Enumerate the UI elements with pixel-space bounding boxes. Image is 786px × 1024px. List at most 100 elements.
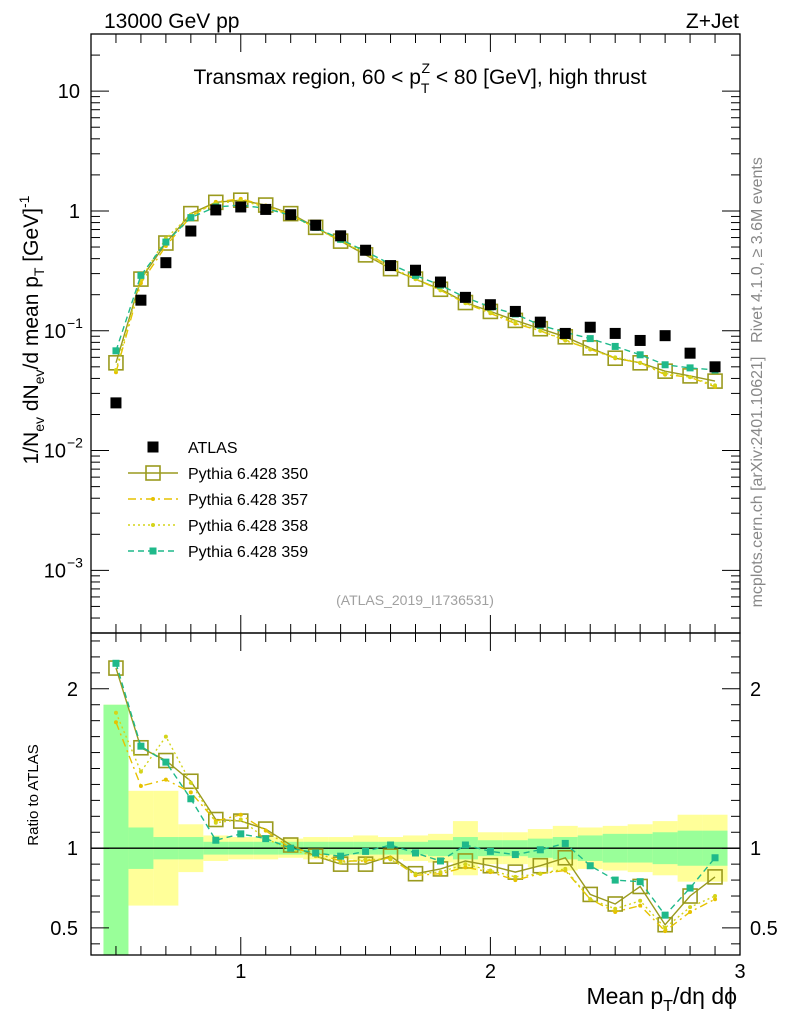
band-green [103,704,129,955]
plot-title: Transmax region, 60 < pTZ < 80 [GeV], hi… [193,60,646,96]
ratio-point-p358 [213,820,218,825]
ratio-point-p358 [638,898,643,903]
series-line-p358 [115,199,716,387]
point-atlas [410,264,421,276]
ratio-point-p358 [238,817,243,822]
ratio-point-p358 [463,862,468,867]
point-p358 [488,310,493,315]
series-line-p357 [115,198,716,388]
ratio-panel: 0.5 0.5 1 1 2 2 1 2 3 [50,632,778,983]
ratio-point-p357 [238,812,243,817]
legend-label: Pythia 6.428 357 [188,492,308,509]
point-atlas [135,294,147,306]
ratio-point-p350 [357,856,374,872]
ratio-point-p350 [307,848,324,864]
ratio-y-tick-label-right: 1 [750,838,761,860]
legend-label: Pythia 6.428 350 [188,466,308,483]
point-atlas [110,397,122,409]
ratio-point-p358 [438,870,443,875]
ratio-point-p358 [113,710,118,715]
x-tick-label: 3 [734,961,745,983]
ratio-point-p358 [688,905,693,910]
point-p350 [108,355,124,371]
ratio-point-p359 [212,836,220,844]
ratio-point-p359 [611,876,619,884]
point-atlas [684,347,696,359]
point-atlas [385,260,397,272]
point-p358 [713,383,718,388]
ratio-point-p359 [312,849,320,857]
point-atlas [285,209,297,221]
point-atlas [310,219,322,231]
main-y-tick-label: 1 [69,201,80,223]
ratio-point-p359 [586,862,594,870]
ratio-y-tick-label: 0.5 [50,918,78,940]
ratio-point-p358 [588,897,593,902]
ratio-line-p350 [115,667,716,926]
main-y-tick-exp: −1 [67,315,83,331]
ratio-point-p359 [412,849,419,857]
ratio-point-p359 [337,852,345,860]
point-p358 [438,288,443,293]
ratio-point-p358 [488,868,493,873]
main-y-tick-label: 10 [44,321,66,343]
ratio-point-p358 [663,925,668,930]
ratio-point-p359 [187,795,195,803]
point-p358 [513,320,518,325]
ratio-point-p350 [158,752,174,769]
ratio-point-p357 [163,777,168,782]
point-atlas [634,334,646,346]
ratio-y-tick-label: 1 [67,838,78,860]
ratio-point-p358 [138,769,143,774]
ratio-point-p350 [707,869,723,885]
ratio-point-p350 [382,848,399,864]
ratio-point-p359 [486,847,494,855]
ratio-point-p358 [538,871,543,876]
point-p350 [607,350,623,367]
ratio-point-p357 [638,903,643,908]
ratio-point-p358 [713,894,718,899]
legend-label: ATLAS [188,440,238,457]
ratio-y-tick-label-right: 0.5 [750,918,778,940]
point-atlas [335,230,347,242]
ratio-point-p359 [686,884,694,892]
legend-marker-p350 [145,465,161,481]
point-p358 [638,360,643,365]
point-p359 [137,271,145,279]
series-line-p350 [115,199,716,382]
point-p358 [538,328,543,333]
ratio-point-p359 [511,851,519,859]
ratio-point-p359 [237,830,245,838]
point-p358 [663,371,668,376]
point-atlas [609,327,621,339]
legend-marker-atlas [147,441,159,453]
point-atlas [459,291,471,303]
x-tick-label: 2 [485,961,496,983]
ratio-point-p359 [536,846,544,854]
legend-marker-p357 [151,497,155,501]
ratio-point-p357 [663,929,668,934]
ratio-point-p359 [661,911,669,919]
ratio-point-p357 [463,865,468,870]
point-p350 [158,235,174,251]
ratio-point-p357 [188,790,193,795]
series-line-p359 [115,204,716,371]
point-p358 [113,368,118,373]
ratio-point-p359 [461,841,469,849]
ratio-y-tick-label: 2 [67,679,78,701]
point-atlas [484,299,496,311]
ratio-point-p357 [613,909,618,914]
main-y-tick-label: 10 [58,81,80,103]
ratio-point-p359 [561,839,569,847]
header-right: Z+Jet [686,10,739,33]
ratio-point-p359 [112,659,120,667]
point-p359 [661,361,669,369]
ratio-point-p358 [563,866,568,871]
point-atlas [509,305,521,317]
ratio-point-p359 [137,742,145,750]
ratio-point-p350 [282,837,299,853]
point-p359 [112,347,120,355]
point-p359 [162,238,170,246]
main-y-tick-exp: −2 [67,435,83,451]
